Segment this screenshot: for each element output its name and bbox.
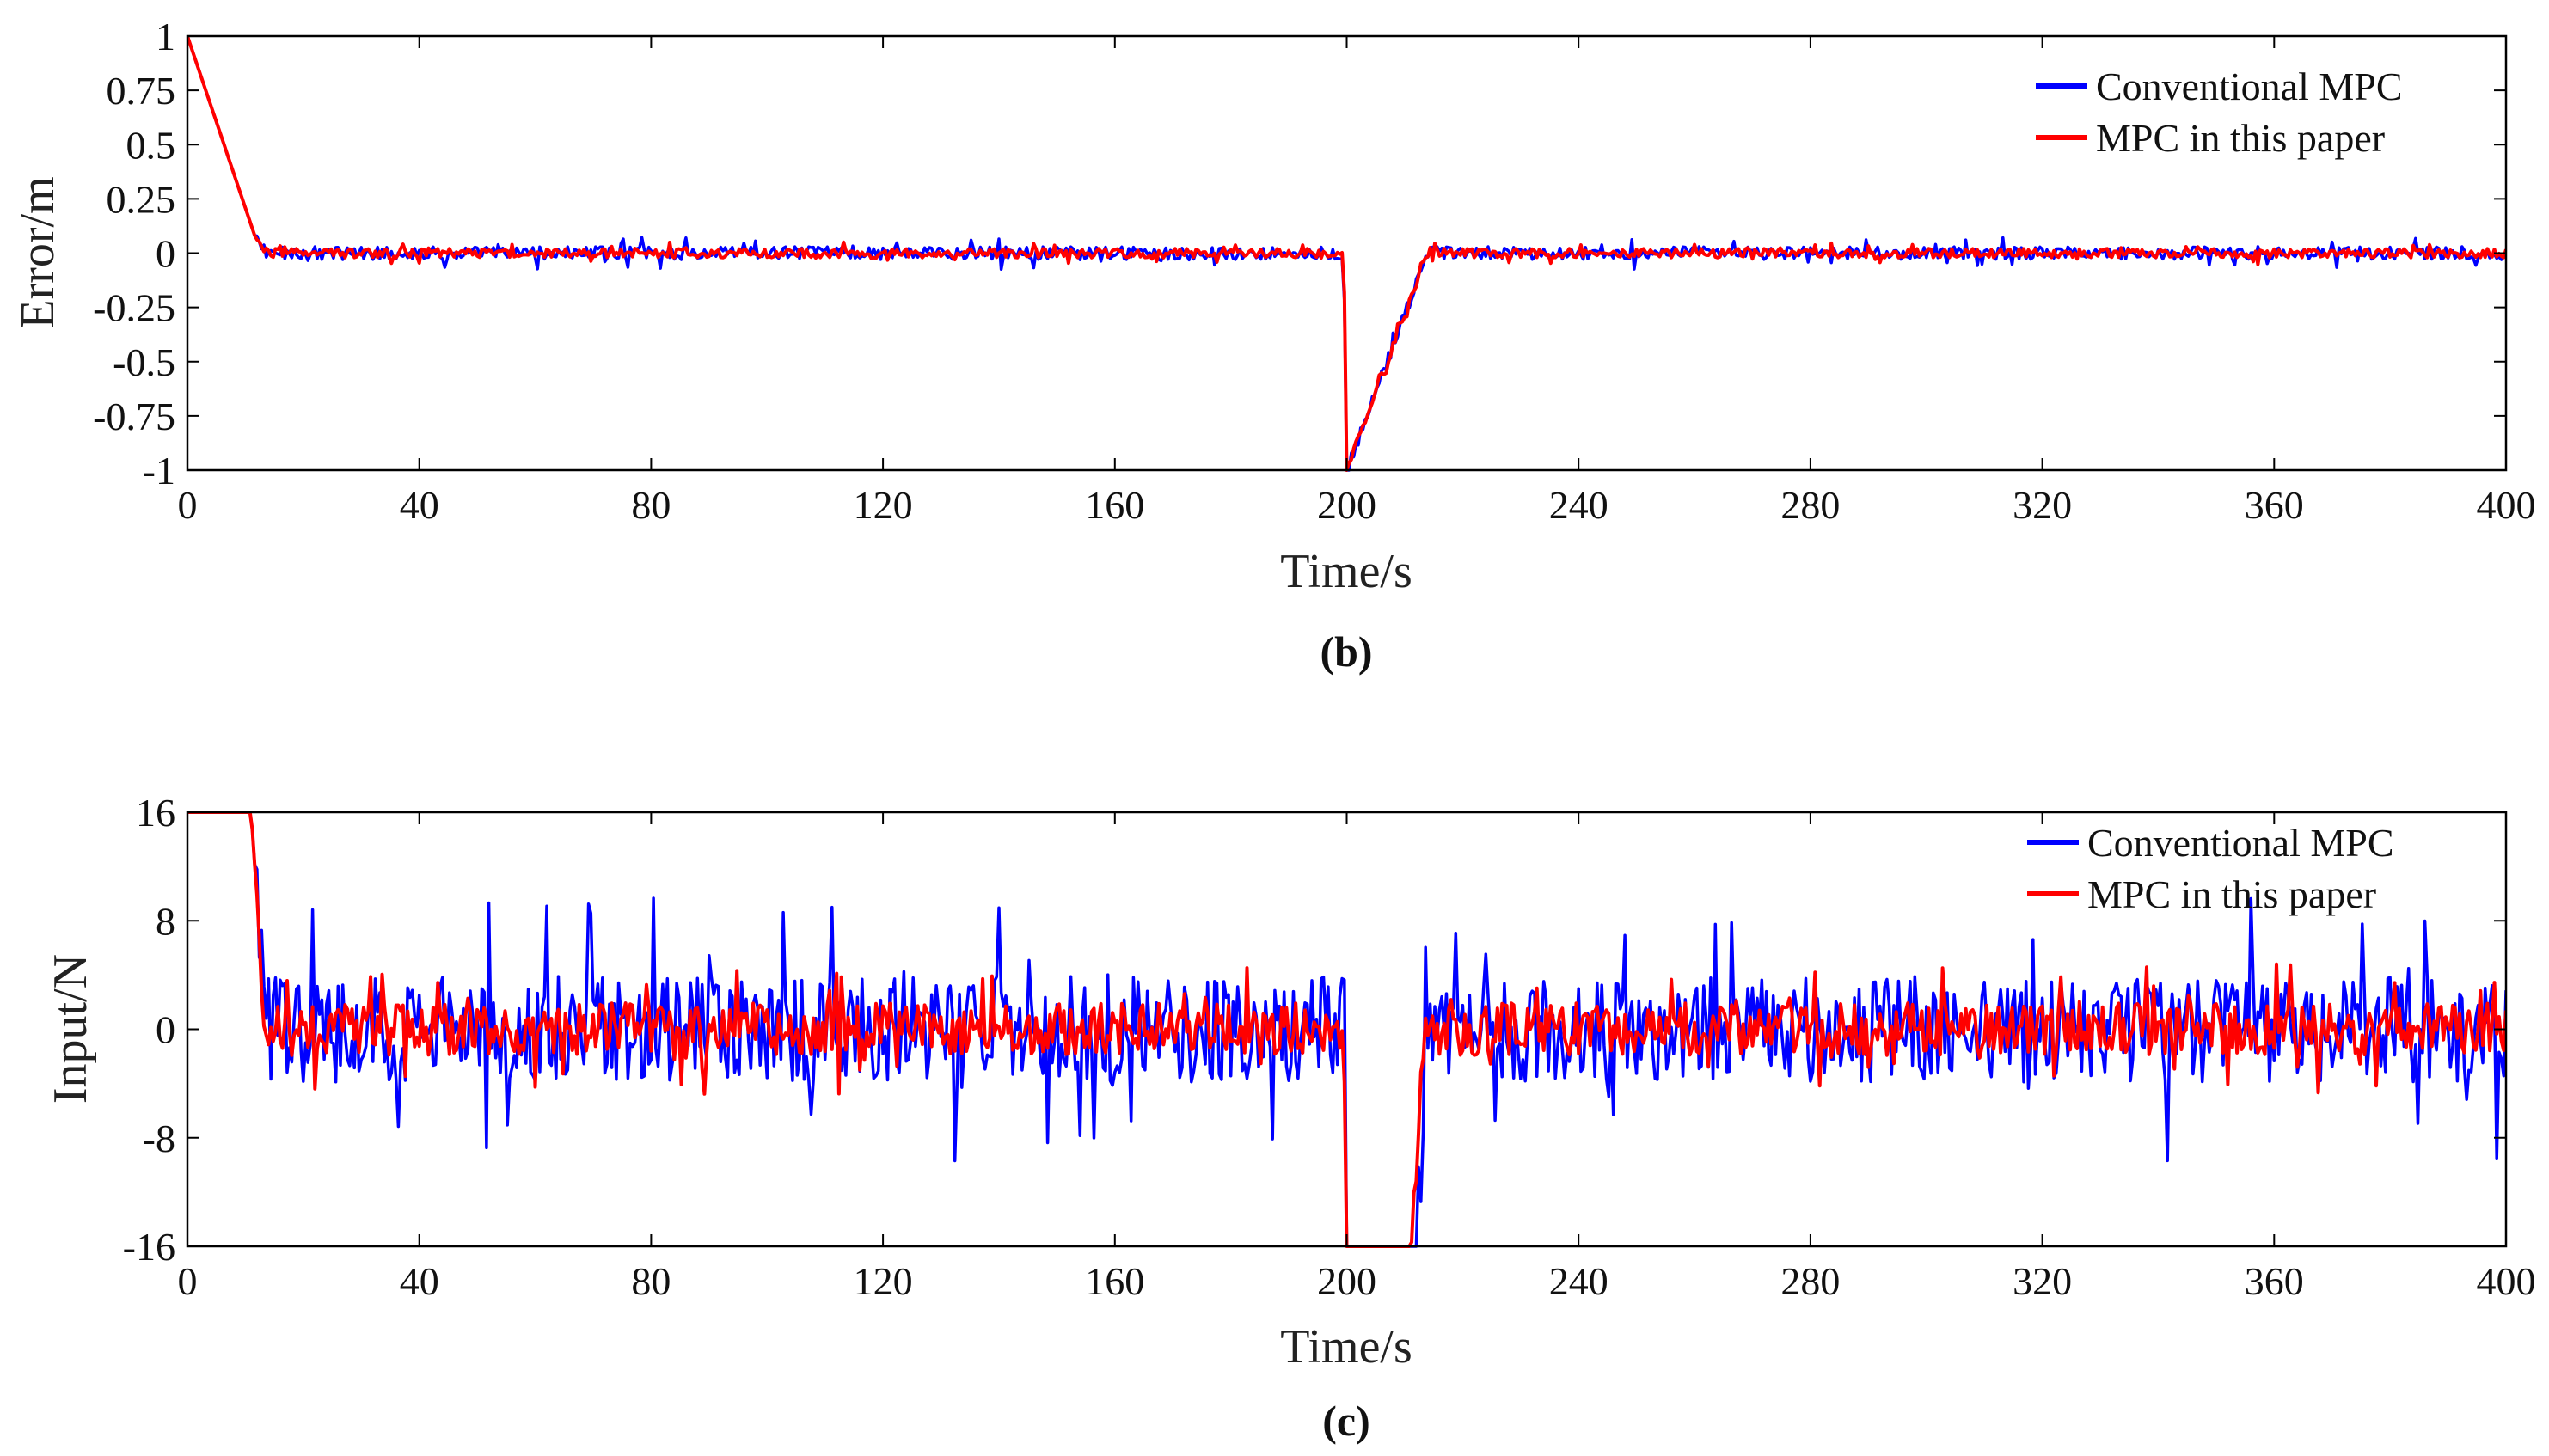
input-legend: Conventional MPC MPC in this paper — [2027, 821, 2394, 916]
error-x-tick-label: 80 — [631, 483, 671, 527]
error-y-tick-label: 0.25 — [107, 177, 176, 221]
error-x-tick-label: 200 — [1317, 483, 1376, 527]
input-y-ticks: -16 -8 0 8 16 — [123, 791, 2506, 1269]
input-y-tick-label: 16 — [136, 791, 175, 835]
input-x-ticks: 0 40 80 120 160 200 240 280 320 360 400 — [178, 812, 2536, 1303]
error-x-tick-label: 280 — [1780, 483, 1840, 527]
error-y-tick-label: 0 — [156, 232, 175, 276]
error-y-tick-label: 1 — [156, 15, 175, 58]
error-caption: (b) — [1320, 627, 1372, 676]
legend-label-conventional: Conventional MPC — [2096, 64, 2403, 108]
input-chart: 0 40 80 120 160 200 240 280 320 360 400 -16-80816 … — [44, 791, 2536, 1445]
input-x-tick-label: 80 — [631, 1259, 671, 1303]
error-x-tick-label: 400 — [2477, 483, 2536, 527]
error-chart: 0 40 80 120 160 200 240 280 320 360 400 -1 -0.75 -0.… — [11, 15, 2536, 676]
error-x-tick-label: 120 — [854, 483, 913, 527]
error-y-tick-label: -0.25 — [93, 286, 175, 330]
error-x-tick-label: 360 — [2245, 483, 2304, 527]
error-y-ticks: -1 -0.75 -0.5 -0.25 0 0.25 0.5 0.75 1 — [93, 15, 2506, 492]
input-y-tick-label: 0 — [156, 1008, 175, 1052]
error-legend: Conventional MPC MPC in this paper — [2036, 64, 2403, 160]
input-x-tick-label: 160 — [1085, 1259, 1144, 1303]
input-x-tick-label: 200 — [1317, 1259, 1376, 1303]
legend-label-proposed: MPC in this paper — [2087, 872, 2376, 916]
error-x-tick-label: 0 — [178, 483, 198, 527]
input-x-tick-label: 240 — [1549, 1259, 1608, 1303]
error-x-tick-label: 320 — [2013, 483, 2072, 527]
error-y-tick-label: -0.75 — [93, 395, 175, 438]
input-x-tick-label: 120 — [854, 1259, 913, 1303]
error-x-tick-label: 160 — [1085, 483, 1144, 527]
error-y-axis-label: Error/m — [11, 176, 64, 328]
input-x-axis-label: Time/s — [1280, 1320, 1412, 1373]
input-x-tick-label: 360 — [2245, 1259, 2304, 1303]
error-x-ticks: 0 40 80 120 160 200 240 280 320 360 400 — [178, 36, 2536, 527]
error-x-tick-label: 40 — [400, 483, 439, 527]
error-y-tick-label: 0.75 — [107, 69, 176, 113]
input-y-tick-label: -16 — [123, 1225, 175, 1269]
error-x-tick-label: 240 — [1549, 483, 1608, 527]
input-x-tick-label: 40 — [400, 1259, 439, 1303]
input-x-tick-label: 280 — [1780, 1259, 1840, 1303]
error-y-tick-label: 0.5 — [126, 123, 176, 167]
input-x-tick-label: 400 — [2477, 1259, 2536, 1303]
legend-label-conventional: Conventional MPC — [2087, 821, 2394, 865]
input-x-tick-label: 320 — [2013, 1259, 2072, 1303]
input-caption: (c) — [1322, 1397, 1370, 1445]
error-x-axis-label: Time/s — [1280, 545, 1412, 598]
input-x-tick-label: 0 — [178, 1259, 198, 1303]
legend-label-proposed: MPC in this paper — [2096, 116, 2385, 160]
input-y-tick-label: 8 — [156, 899, 175, 943]
error-y-tick-label: -1 — [143, 449, 175, 492]
input-y-tick-label: -8 — [143, 1116, 175, 1160]
input-y-axis-label: Input/N — [44, 954, 97, 1104]
error-y-tick-label: -0.5 — [113, 340, 175, 384]
